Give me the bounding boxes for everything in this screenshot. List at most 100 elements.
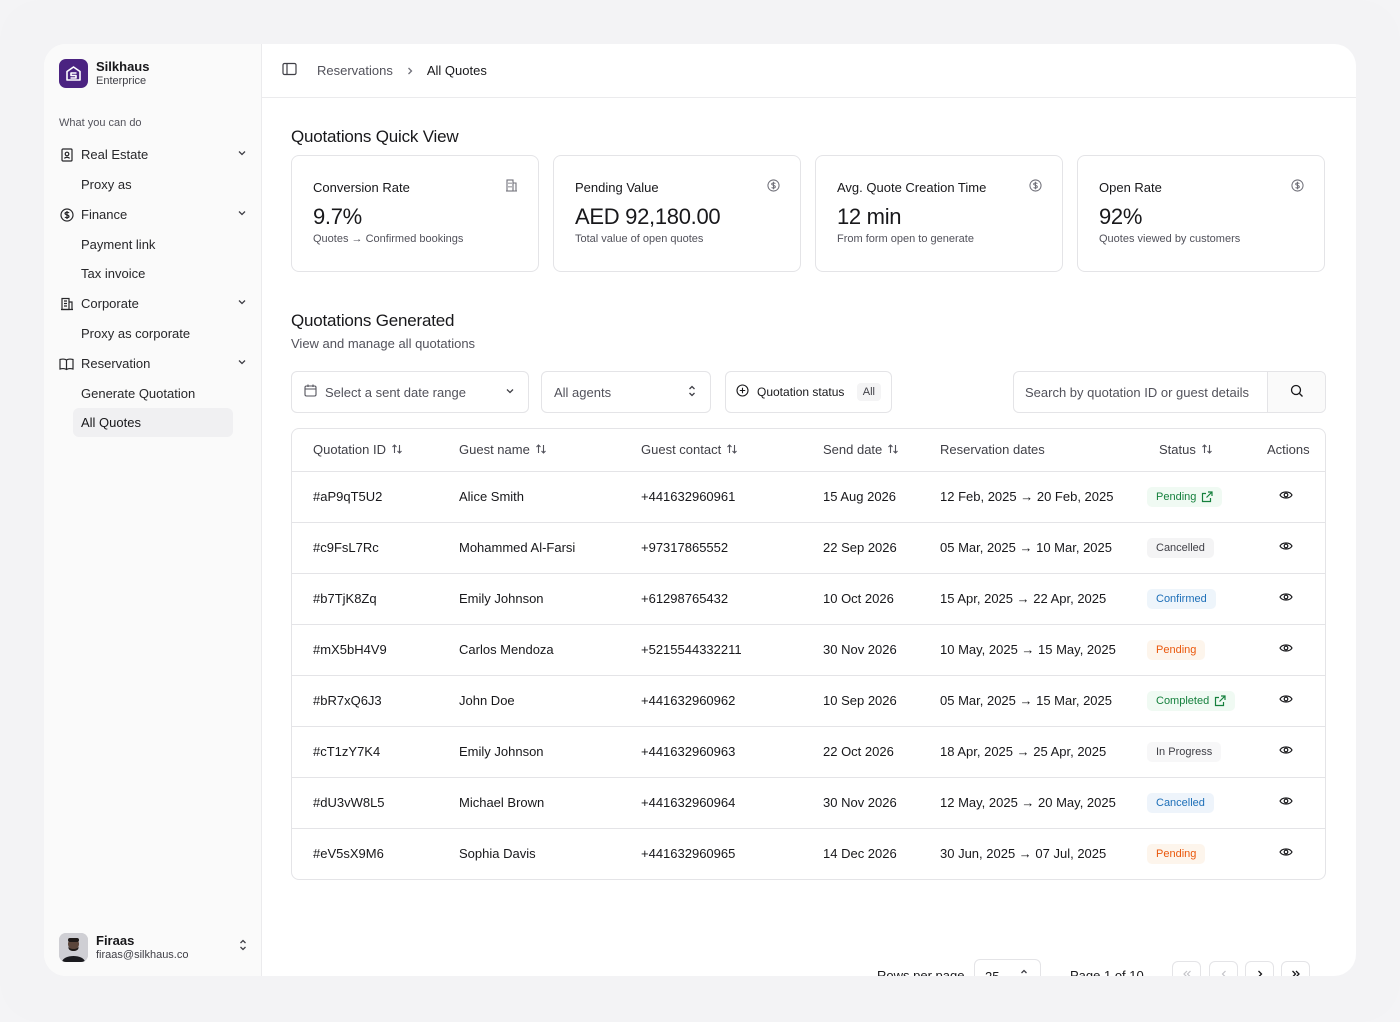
table-body: #aP9qT5U2 Alice Smith +441632960961 15 Aug …: [292, 471, 1325, 879]
date-range-picker[interactable]: Select a sent date range: [291, 371, 529, 413]
table-row[interactable]: #cT1zY7K4 Emily Johnson +441632960963 22 Oc…: [292, 726, 1325, 778]
reservation-dates-cell: 12 May, 2025 → 20 May, 2025: [919, 777, 1138, 829]
office-building-icon: [59, 296, 74, 311]
guest-name-cell: John Doe: [438, 675, 620, 727]
agents-select[interactable]: All agents: [541, 371, 711, 413]
chevron-down-icon: [236, 296, 248, 311]
guest-contact-cell: +441632960964: [620, 777, 802, 829]
next-page-button[interactable]: [1245, 961, 1274, 976]
dollar-circle-icon: [1291, 179, 1304, 197]
status-cell: Pending: [1138, 828, 1246, 879]
guest-name-cell: Carlos Mendoza: [438, 624, 620, 676]
table-row[interactable]: #mX5bH4V9 Carlos Mendoza +5215544332211 30 …: [292, 624, 1325, 676]
sidebar-item-payment-link[interactable]: Payment link: [81, 237, 156, 252]
column-header-label: Quotation ID: [313, 441, 386, 457]
external-link-icon[interactable]: [1214, 694, 1226, 707]
table-row[interactable]: #c9FsL7Rc Mohammed Al-Farsi +97317865552 22…: [292, 522, 1325, 574]
stat-card-subtitle: Quotes viewed by customers: [1099, 233, 1241, 245]
sidebar-group-corporate[interactable]: Corporate: [52, 288, 254, 319]
sidebar: Silkhaus Enterprice What you can do Real…: [44, 44, 262, 976]
status-badge[interactable]: Pending: [1147, 486, 1223, 507]
column-header-quotation-id[interactable]: Quotation ID: [292, 429, 438, 472]
chevron-down-icon: [236, 356, 248, 371]
view-eye-icon[interactable]: [1279, 692, 1293, 706]
search-box: [1013, 371, 1326, 413]
stat-card-value: AED 92,180.00: [575, 204, 721, 229]
status-badge-label: In Progress: [1156, 745, 1213, 758]
view-eye-icon[interactable]: [1279, 539, 1293, 553]
send-date-cell: 15 Aug 2026: [802, 471, 919, 523]
guest-contact-cell: +5215544332211: [620, 624, 802, 676]
column-header-status[interactable]: Status: [1138, 429, 1246, 472]
sidebar-group-reservation[interactable]: Reservation: [52, 348, 254, 379]
status-badge-label: Pending: [1156, 490, 1197, 503]
column-header-guest-name[interactable]: Guest name: [438, 429, 620, 472]
search-button[interactable]: [1267, 372, 1325, 412]
column-header-send-date[interactable]: Send date: [802, 429, 919, 472]
view-eye-icon[interactable]: [1279, 488, 1293, 502]
search-input[interactable]: [1014, 372, 1267, 412]
sidebar-item-generate-quotation[interactable]: Generate Quotation: [81, 386, 196, 401]
status-badge-label: Pending: [1156, 643, 1197, 656]
external-link-icon[interactable]: [1201, 490, 1213, 503]
guest-contact-cell: +97317865552: [620, 522, 802, 574]
status-badge[interactable]: Completed: [1147, 690, 1236, 711]
actions-cell: [1246, 522, 1325, 574]
sidebar-toggle-icon[interactable]: [282, 62, 297, 79]
send-date-cell: 22 Sep 2026: [802, 522, 919, 574]
view-eye-icon[interactable]: [1279, 743, 1293, 757]
rows-per-page-select[interactable]: 25: [974, 959, 1041, 976]
view-eye-icon[interactable]: [1279, 641, 1293, 655]
view-eye-icon[interactable]: [1279, 845, 1293, 859]
chevron-up-down-icon: [237, 938, 249, 957]
user-menu[interactable]: Firaas firaas@silkhaus.co: [59, 933, 249, 962]
column-header-label: Guest name: [459, 441, 530, 457]
status-badge: Cancelled: [1147, 792, 1214, 813]
guest-contact-cell: +441632960963: [620, 726, 802, 778]
reservation-dates-cell: 30 Jun, 2025 → 07 Jul, 2025: [940, 846, 1107, 862]
status-badge-label: Cancelled: [1156, 796, 1205, 809]
sidebar-group-label: Corporate: [81, 296, 139, 311]
guest-contact-cell: +441632960962: [620, 675, 802, 727]
brand[interactable]: Silkhaus Enterprice: [59, 59, 149, 88]
sidebar-group-finance[interactable]: Finance: [52, 199, 254, 230]
sidebar-group-label: Real Estate: [81, 147, 149, 162]
table-row[interactable]: #b7TjK8Zq Emily Johnson +61298765432 10 Oct…: [292, 573, 1325, 625]
send-date-cell: 30 Nov 2026: [802, 777, 919, 829]
stat-card-value: 9.7%: [313, 204, 362, 229]
sidebar-item-all-quotes[interactable]: All Quotes: [73, 408, 233, 437]
previous-page-button[interactable]: [1209, 961, 1238, 976]
sidebar-group-real-estate[interactable]: Real Estate: [52, 139, 254, 170]
stat-cards: Conversion Rate 9.7% Quotes → Confirmed …: [291, 155, 1326, 272]
stat-card-subtitle: Total value of open quotes: [575, 233, 704, 245]
rows-per-page-label: Rows per page: [877, 968, 965, 976]
sidebar-item-proxy-as-corporate[interactable]: Proxy as corporate: [81, 326, 191, 341]
brand-subtitle: Enterprice: [96, 75, 147, 87]
first-page-button[interactable]: [1172, 961, 1201, 976]
status-cell: Cancelled: [1138, 522, 1246, 574]
guest-name-cell: Alice Smith: [438, 471, 620, 523]
table-row[interactable]: #eV5sX9M6 Sophia Davis +441632960965 14 Dec…: [292, 828, 1325, 879]
quotation-status-filter[interactable]: Quotation status All: [725, 371, 892, 413]
last-page-button[interactable]: [1281, 961, 1310, 976]
table-row[interactable]: #dU3vW8L5 Michael Brown +441632960964 30 No…: [292, 777, 1325, 829]
sidebar-item-proxy-as[interactable]: Proxy as: [81, 177, 132, 192]
table-header-row: Quotation ID Guest name Guest contact Se…: [292, 429, 1325, 472]
stat-card-open-rate: Open Rate 92% Quotes viewed by customers: [1077, 155, 1325, 272]
status-cell: Cancelled: [1138, 777, 1246, 829]
stat-card-title: Pending Value: [575, 180, 659, 195]
breadcrumb-parent[interactable]: Reservations: [317, 63, 393, 78]
column-header-guest-contact[interactable]: Guest contact: [620, 429, 802, 472]
chevrons-left-icon: [1181, 968, 1193, 976]
sort-icon: [726, 443, 738, 458]
sidebar-item-tax-invoice[interactable]: Tax invoice: [81, 266, 146, 281]
status-badge: Confirmed: [1147, 588, 1216, 609]
sidebar-section-label: What you can do: [59, 117, 142, 129]
view-eye-icon[interactable]: [1279, 794, 1293, 808]
view-eye-icon[interactable]: [1279, 590, 1293, 604]
stat-card-value: 92%: [1099, 204, 1143, 229]
quotation-id-cell: #b7TjK8Zq: [292, 573, 438, 625]
table-row[interactable]: #aP9qT5U2 Alice Smith +441632960961 15 Aug …: [292, 471, 1325, 523]
table-row[interactable]: #bR7xQ6J3 John Doe +441632960962 10 Sep 202…: [292, 675, 1325, 727]
